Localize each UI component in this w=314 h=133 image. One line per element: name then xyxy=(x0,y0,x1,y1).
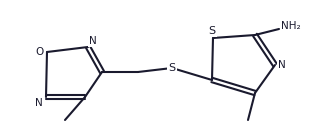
Text: N: N xyxy=(278,60,286,70)
Text: NH₂: NH₂ xyxy=(281,21,300,31)
Text: S: S xyxy=(168,63,176,73)
Text: O: O xyxy=(36,47,44,57)
Text: N: N xyxy=(35,98,43,108)
Text: S: S xyxy=(208,26,216,36)
Text: N: N xyxy=(89,36,97,46)
